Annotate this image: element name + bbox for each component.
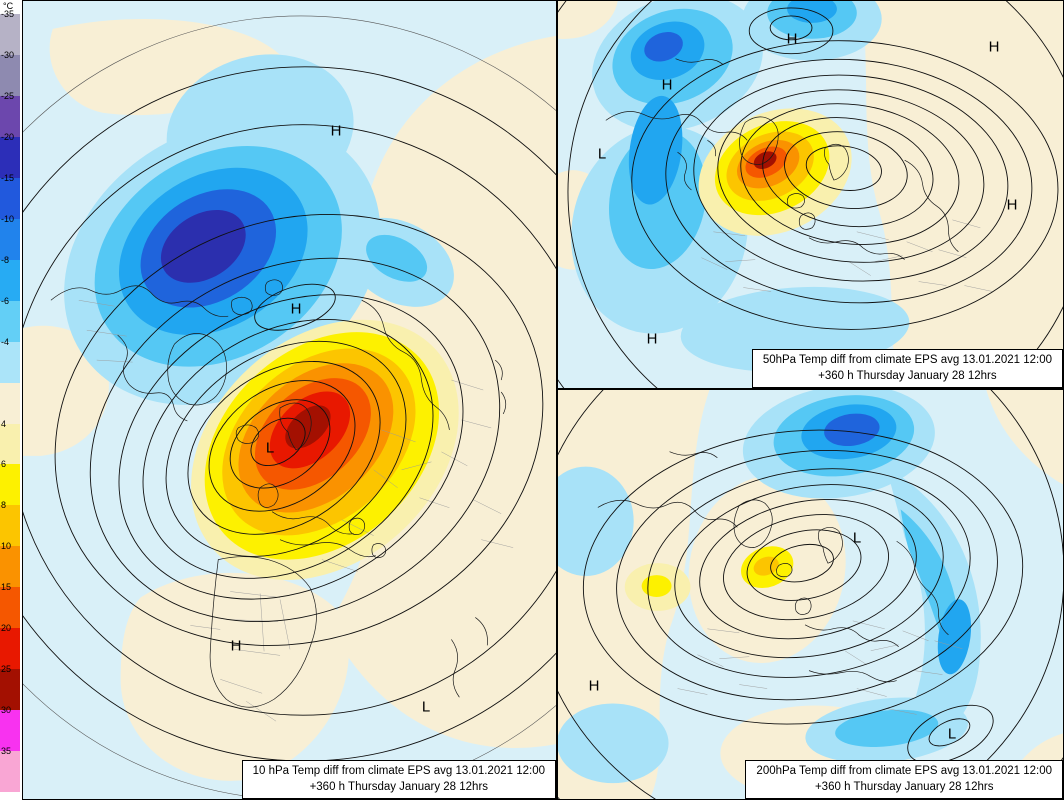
colorbar-cell: 8 [0, 500, 20, 547]
colorbar-cell: -15 [0, 173, 20, 219]
colorbar-tick-label: 30 [1, 705, 12, 716]
colorbar-cell: -6 [0, 296, 20, 342]
colorbar-cell: -25 [0, 91, 20, 137]
caption-line1: 200hPa Temp diff from climate EPS avg 13… [756, 764, 1052, 777]
colorbar-unit-label: °C [3, 1, 14, 11]
colorbar: °C -35 -30 -25 -20 -15 -10 -8 -6 -4 4 6 8 10 15 20 25 30… [0, 0, 22, 800]
pressure-center-label-l: L [421, 698, 431, 716]
colorbar-tick-label: -4 [1, 336, 10, 347]
border-layer [677, 620, 963, 715]
colorbar-tick-label: 4 [1, 418, 7, 429]
colorbar-cell [0, 382, 20, 424]
shading-layer [558, 1, 1063, 388]
colorbar-cell: 20 [0, 623, 20, 670]
colorbar-tick-label: 10 [1, 541, 12, 552]
colorbar-tick-label: -35 [1, 9, 15, 19]
caption-line1: 10 hPa Temp diff from climate EPS avg 13… [252, 764, 545, 777]
colorbar-cell: -30 [0, 50, 20, 96]
map-boundary-circle [23, 15, 556, 799]
pressure-center-label-h: H [1006, 196, 1018, 214]
pressure-center-label-l: L [947, 725, 957, 743]
colorbar-tick-label: 25 [1, 664, 12, 675]
map-panel-10hpa: 10 hPa Temp diff from climate EPS avg 13… [22, 0, 557, 800]
caption-line2: +360 h Thursday January 28 12hrs [309, 781, 489, 794]
colorbar-tick-label: 20 [1, 623, 12, 634]
border-layer [701, 219, 993, 292]
colorbar-cells: -35 -30 -25 -20 -15 -10 -8 -6 -4 4 6 8 10 15 20 25 30 35 [0, 9, 20, 793]
caption-line1: 50hPa Temp diff from climate EPS avg 13.… [762, 353, 1052, 366]
colorbar-cell: 10 [0, 541, 20, 588]
pressure-center-label-h: H [588, 677, 600, 695]
pressure-center-label-l: L [597, 145, 607, 163]
colorbar-tick-label: -25 [1, 90, 15, 101]
colorbar-tick-label: 6 [1, 459, 7, 470]
colorbar-tick-label: 35 [1, 746, 12, 757]
pressure-center-label-h: H [290, 300, 302, 318]
contour-layer [558, 390, 1063, 799]
colorbar-cell: 30 [0, 705, 20, 752]
colorbar-tick-label: -15 [1, 172, 15, 183]
colorbar-tick-label: -6 [1, 295, 10, 306]
colorbar-cell: -10 [0, 214, 20, 260]
caption-10hpa: 10 hPa Temp diff from climate EPS avg 13… [241, 759, 556, 799]
colorbar-tick-label: -10 [1, 213, 15, 224]
colorbar-cell: -35 [0, 9, 20, 55]
map-10hpa-svg [23, 1, 556, 799]
pressure-center-label-h: H [988, 38, 1000, 56]
coastline-layer [50, 279, 507, 708]
colorbar-tick-label: -20 [1, 131, 15, 142]
colorbar-tick-label: -8 [1, 254, 10, 265]
pressure-center-label-h: H [330, 122, 342, 140]
caption-50hpa: 50hPa Temp diff from climate EPS avg 13.… [751, 348, 1063, 388]
contour-layer [558, 1, 1063, 388]
colorbar-tick-label: 15 [1, 582, 12, 593]
pressure-center-label-h: H [230, 637, 242, 655]
colorbar-tick-label: -30 [1, 49, 15, 60]
colorbar-cell: 6 [0, 459, 20, 506]
map-panel-200hpa: 200hPa Temp diff from climate EPS avg 13… [557, 389, 1064, 800]
colorbar-cell: 35 [0, 746, 20, 793]
caption-line2: +360 h Thursday January 28 12hrs [814, 781, 994, 794]
colorbar-cell: -4 [0, 337, 20, 383]
shading-layer [23, 18, 556, 781]
colorbar-tick-label: 8 [1, 500, 7, 511]
map-50hpa-svg [558, 1, 1063, 388]
pressure-center-label-h: H [786, 30, 798, 48]
pressure-center-label-h: H [661, 76, 673, 94]
colorbar-cell: 25 [0, 664, 20, 711]
pressure-center-label-h: H [646, 330, 658, 348]
colorbar-cell: 15 [0, 582, 20, 629]
colorbar-cell: 4 [0, 419, 20, 465]
map-200hpa-svg [558, 390, 1063, 799]
caption-line2: +360 h Thursday January 28 12hrs [818, 370, 997, 383]
caption-200hpa: 200hPa Temp diff from climate EPS avg 13… [745, 759, 1063, 799]
map-panel-50hpa: 50hPa Temp diff from climate EPS avg 13.… [557, 0, 1064, 389]
pressure-center-label-l: L [852, 529, 862, 547]
colorbar-cell: -20 [0, 132, 20, 178]
pressure-center-label-l: L [265, 439, 275, 457]
colorbar-cell: -8 [0, 255, 20, 301]
